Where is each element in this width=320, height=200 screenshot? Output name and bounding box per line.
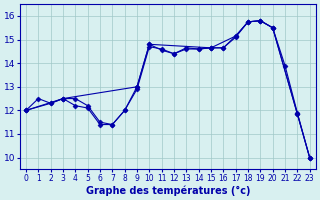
X-axis label: Graphe des températures (°c): Graphe des températures (°c) bbox=[85, 185, 250, 196]
